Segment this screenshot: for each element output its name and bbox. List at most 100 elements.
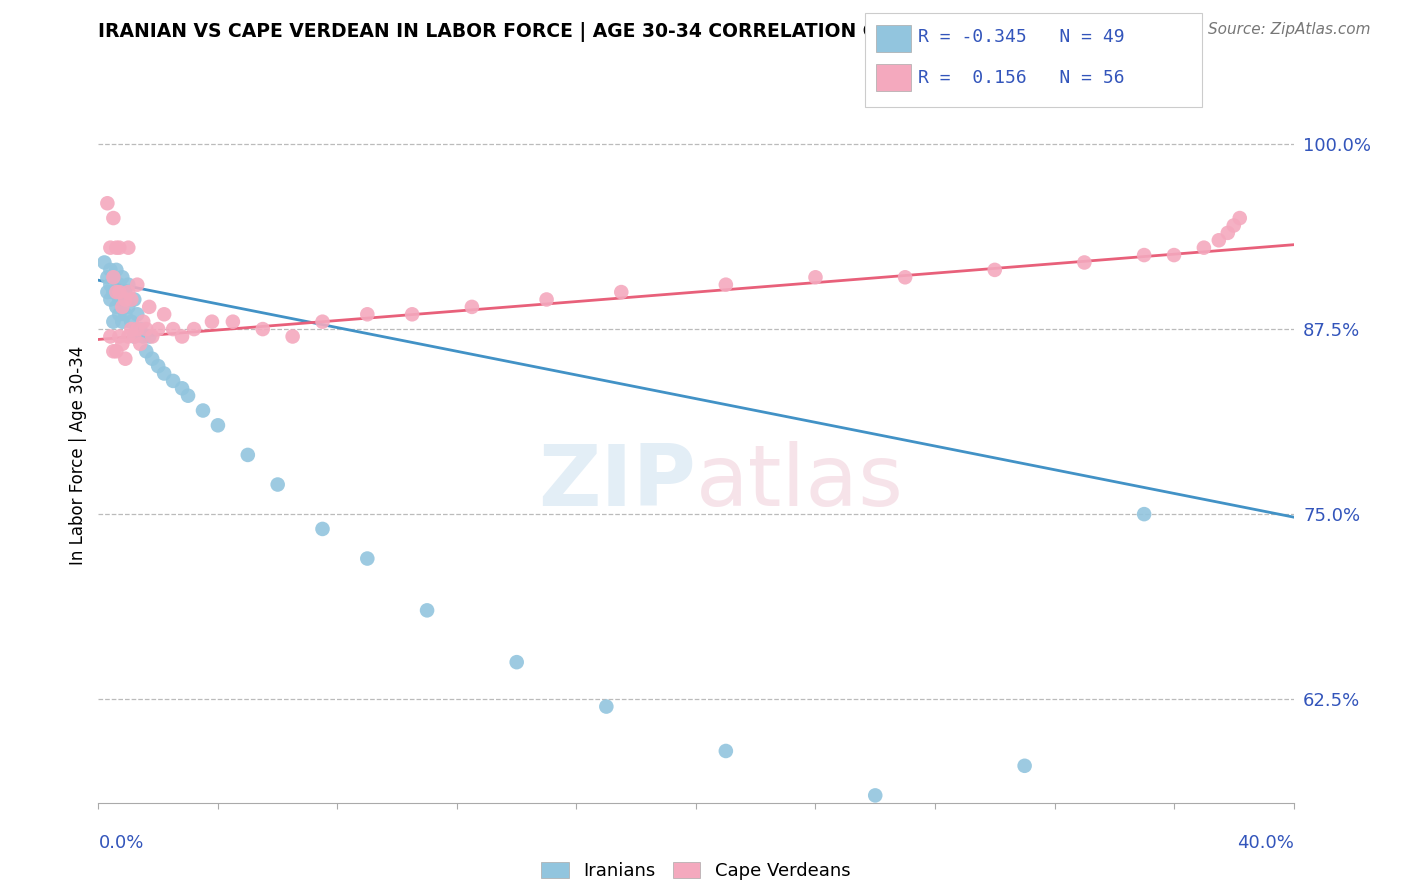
Point (153, 307, 176, 321)
Text: atlas: atlas (696, 442, 904, 524)
Point (108, 285, 131, 299)
Point (117, 300, 139, 314)
Point (108, 307, 131, 321)
Point (1208, 233, 1230, 247)
Point (111, 300, 134, 314)
Point (506, 655, 529, 669)
Point (311, 522, 333, 536)
Text: ZIP: ZIP (538, 442, 696, 524)
Point (984, 263, 1007, 277)
Point (114, 351, 136, 366)
Point (114, 293, 136, 307)
Point (138, 329, 160, 343)
Point (129, 322, 152, 336)
Point (111, 293, 134, 307)
Point (96, 196, 118, 211)
Point (177, 389, 200, 403)
Point (183, 322, 205, 336)
Point (117, 241, 139, 255)
Point (96, 285, 118, 299)
Point (865, 789, 887, 803)
Point (111, 337, 134, 351)
Point (191, 403, 214, 417)
Point (103, 211, 125, 225)
Point (141, 351, 163, 366)
Point (1133, 507, 1156, 521)
Point (124, 329, 146, 343)
Point (236, 448, 259, 462)
Point (148, 359, 170, 373)
Point (311, 315, 333, 329)
Point (894, 270, 917, 285)
Point (1014, 759, 1036, 773)
Point (1229, 211, 1251, 225)
Point (103, 285, 125, 299)
Point (172, 329, 194, 343)
Point (595, 699, 617, 714)
Point (100, 277, 122, 292)
Point (536, 293, 558, 307)
Point (141, 329, 163, 343)
Point (132, 329, 155, 343)
Point (117, 277, 139, 292)
Point (108, 241, 131, 255)
Text: 40.0%: 40.0% (1237, 834, 1294, 852)
Point (105, 300, 128, 314)
Point (105, 241, 128, 255)
Point (714, 277, 737, 292)
Text: IRANIAN VS CAPE VERDEAN IN LABOR FORCE | AGE 30-34 CORRELATION CHART: IRANIAN VS CAPE VERDEAN IN LABOR FORCE |… (98, 22, 934, 42)
Point (207, 418, 229, 433)
Point (124, 329, 146, 343)
Point (117, 285, 139, 299)
Point (1192, 241, 1215, 255)
Point (96, 270, 118, 285)
Point (120, 293, 142, 307)
Point (267, 477, 290, 491)
Point (138, 300, 160, 314)
Text: R = -0.345   N = 49: R = -0.345 N = 49 (918, 29, 1125, 46)
Point (93, 255, 115, 269)
Point (281, 329, 304, 343)
Legend: Iranians, Cape Verdeans: Iranians, Cape Verdeans (534, 855, 858, 888)
Point (105, 285, 128, 299)
Point (201, 315, 224, 329)
Point (103, 315, 125, 329)
Point (1216, 226, 1239, 240)
Point (135, 322, 157, 336)
Point (148, 322, 170, 336)
Point (111, 270, 134, 285)
Point (132, 315, 155, 329)
Point (117, 329, 139, 343)
Point (610, 285, 633, 299)
Point (108, 293, 131, 307)
Point (252, 322, 274, 336)
Point (162, 322, 184, 336)
Point (172, 381, 194, 395)
Point (416, 603, 439, 617)
Point (127, 322, 149, 336)
Point (1073, 255, 1095, 269)
Point (356, 551, 378, 566)
Point (103, 270, 125, 285)
Text: 0.0%: 0.0% (98, 834, 143, 852)
Y-axis label: In Labor Force | Age 30-34: In Labor Force | Age 30-34 (69, 345, 87, 565)
Point (127, 277, 149, 292)
Point (105, 344, 128, 359)
Point (120, 322, 142, 336)
Point (111, 315, 134, 329)
Point (120, 315, 142, 329)
Point (356, 307, 378, 321)
Point (1133, 248, 1156, 262)
Point (103, 270, 125, 285)
Point (100, 263, 122, 277)
Point (124, 293, 146, 307)
Point (114, 307, 136, 321)
Point (100, 241, 122, 255)
Point (105, 263, 128, 277)
Point (100, 329, 122, 343)
Point (153, 367, 176, 381)
Point (714, 744, 737, 758)
Point (108, 329, 131, 343)
Point (108, 277, 131, 292)
Point (105, 285, 128, 299)
